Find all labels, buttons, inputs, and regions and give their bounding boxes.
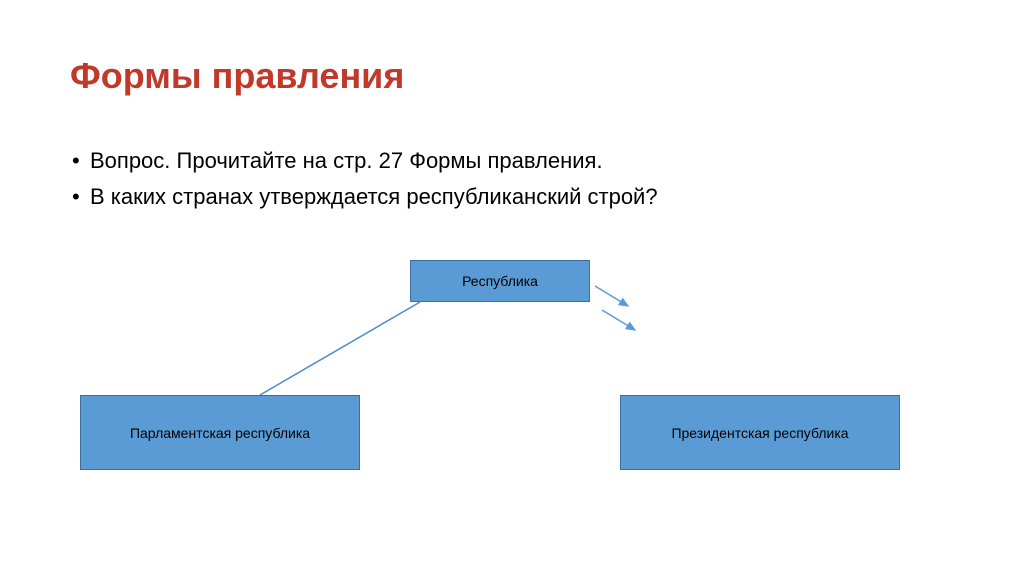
diagram-node-left: Парламентская республика — [80, 395, 360, 470]
diagram-node-right: Президентская республика — [620, 395, 900, 470]
slide-title: Формы правления — [70, 55, 404, 97]
slide: Формы правления Вопрос. Прочитайте на ст… — [0, 0, 1024, 574]
diagram-node-root: Республика — [410, 260, 590, 302]
bullet-item: В каких странах утверждается республикан… — [90, 184, 658, 210]
bullet-item: Вопрос. Прочитайте на стр. 27 Формы прав… — [90, 148, 603, 174]
